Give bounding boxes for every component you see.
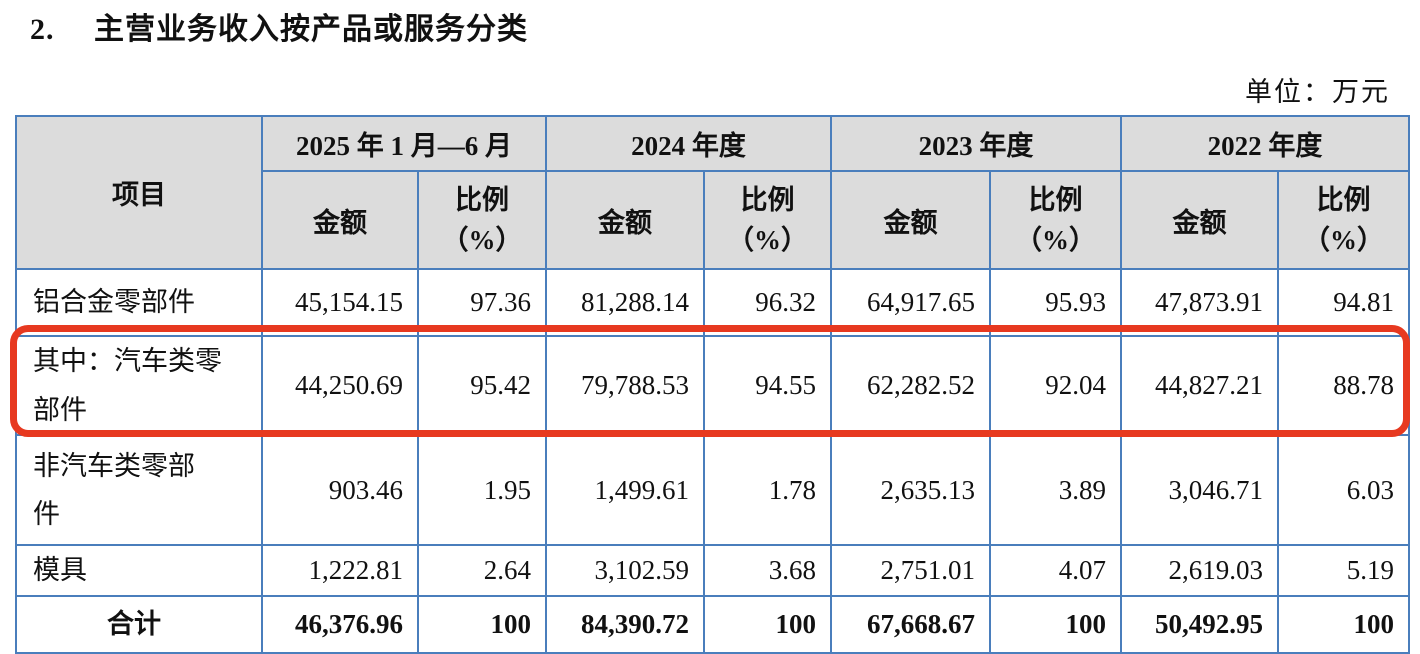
row-value: 95.93 bbox=[989, 268, 1122, 337]
row-label: 其中：汽车类零 部件 bbox=[15, 334, 263, 437]
header-row-subcolumns: 金额 比例 （%） 金额 比例 （%） 金额 比例 （%） 金额 比例 （%） bbox=[16, 170, 1410, 270]
page-title: 2. 主营业务收入按产品或服务分类 bbox=[30, 4, 528, 48]
row-value: 903.46 bbox=[261, 434, 419, 547]
row-value: 95.42 bbox=[417, 334, 547, 437]
ratio-label: 比例 bbox=[455, 184, 509, 215]
row-value: 3.68 bbox=[703, 544, 832, 597]
ratio-percent-label: （%） bbox=[1303, 225, 1384, 255]
row-value: 88.78 bbox=[1277, 334, 1410, 437]
table-body: 铝合金零部件 45,154.15 97.36 81,288.14 96.32 6… bbox=[15, 268, 1410, 654]
column-header-amount: 金额 bbox=[261, 170, 419, 270]
row-value: 6.03 bbox=[1277, 434, 1410, 547]
row-value: 44,827.21 bbox=[1120, 334, 1279, 437]
row-value: 50,492.95 bbox=[1120, 594, 1279, 654]
column-header-ratio: 比例 （%） bbox=[1277, 170, 1410, 270]
ratio-percent-label: （%） bbox=[1015, 225, 1096, 255]
row-label: 模具 bbox=[15, 544, 263, 597]
row-value: 2,619.03 bbox=[1120, 544, 1279, 597]
table-row: 铝合金零部件 45,154.15 97.36 81,288.14 96.32 6… bbox=[15, 268, 1410, 337]
column-header-ratio: 比例 （%） bbox=[989, 170, 1122, 270]
row-label: 合计 bbox=[15, 594, 263, 654]
ratio-percent-label: （%） bbox=[441, 225, 523, 255]
column-header-amount: 金额 bbox=[1120, 170, 1279, 270]
row-value: 5.19 bbox=[1277, 544, 1410, 597]
row-value: 94.81 bbox=[1277, 268, 1410, 337]
revenue-table: 项目 2025 年 1 月—6 月 2024 年度 2023 年度 2022 年… bbox=[15, 115, 1410, 654]
row-value: 3,046.71 bbox=[1120, 434, 1279, 547]
column-header-amount: 金额 bbox=[545, 170, 705, 270]
column-header-period-2025: 2025 年 1 月—6 月 bbox=[261, 115, 547, 172]
row-value: 62,282.52 bbox=[830, 334, 991, 437]
row-value: 94.55 bbox=[703, 334, 832, 437]
row-value: 3.89 bbox=[989, 434, 1122, 547]
row-value: 92.04 bbox=[989, 334, 1122, 437]
row-value: 79,788.53 bbox=[545, 334, 705, 437]
ratio-label: 比例 bbox=[740, 184, 795, 215]
section-title-text: 主营业务收入按产品或服务分类 bbox=[94, 13, 528, 46]
row-value: 1.78 bbox=[703, 434, 832, 547]
row-value: 100 bbox=[989, 594, 1122, 654]
row-value: 97.36 bbox=[417, 268, 547, 337]
table-row: 模具 1,222.81 2.64 3,102.59 3.68 2,751.01 … bbox=[15, 544, 1410, 597]
ratio-label: 比例 bbox=[1316, 184, 1371, 215]
row-value: 45,154.15 bbox=[261, 268, 419, 337]
header-row-periods: 项目 2025 年 1 月—6 月 2024 年度 2023 年度 2022 年… bbox=[15, 115, 1410, 270]
unit-label: 单位：万元 bbox=[1245, 77, 1390, 107]
row-value: 100 bbox=[1277, 594, 1410, 654]
row-value: 2.64 bbox=[417, 544, 547, 597]
row-label: 非汽车类零部 件 bbox=[15, 434, 263, 547]
row-value: 64,917.65 bbox=[830, 268, 991, 337]
row-value: 96.32 bbox=[703, 268, 832, 337]
row-value: 47,873.91 bbox=[1120, 268, 1279, 337]
row-value: 84,390.72 bbox=[545, 594, 705, 654]
column-header-period-2024: 2024 年度 bbox=[545, 115, 832, 172]
column-header-item: 项目 bbox=[15, 115, 263, 270]
section-number: 2. bbox=[30, 13, 55, 46]
row-value: 67,668.67 bbox=[830, 594, 991, 654]
row-value: 100 bbox=[417, 594, 547, 654]
row-value: 81,288.14 bbox=[545, 268, 705, 337]
column-header-period-2023: 2023 年度 bbox=[830, 115, 1122, 172]
table-row-highlighted: 其中：汽车类零 部件 44,250.69 95.42 79,788.53 94.… bbox=[15, 334, 1410, 437]
row-label: 铝合金零部件 bbox=[15, 268, 263, 337]
row-value: 1,222.81 bbox=[261, 544, 419, 597]
row-value: 2,635.13 bbox=[830, 434, 991, 547]
column-header-period-2022: 2022 年度 bbox=[1120, 115, 1410, 172]
table-row: 合计 46,376.96 100 84,390.72 100 67,668.67… bbox=[15, 594, 1410, 654]
row-value: 46,376.96 bbox=[261, 594, 419, 654]
row-value: 3,102.59 bbox=[545, 544, 705, 597]
column-header-ratio: 比例 （%） bbox=[703, 170, 832, 270]
ratio-label: 比例 bbox=[1028, 184, 1083, 215]
row-value: 1,499.61 bbox=[545, 434, 705, 547]
column-header-amount: 金额 bbox=[830, 170, 991, 270]
column-header-ratio: 比例 （%） bbox=[417, 170, 547, 270]
row-value: 44,250.69 bbox=[261, 334, 419, 437]
table-row: 非汽车类零部 件 903.46 1.95 1,499.61 1.78 2,635… bbox=[15, 434, 1410, 547]
ratio-percent-label: （%） bbox=[727, 225, 808, 255]
row-value: 2,751.01 bbox=[830, 544, 991, 597]
row-value: 1.95 bbox=[417, 434, 547, 547]
row-value: 4.07 bbox=[989, 544, 1122, 597]
row-value: 100 bbox=[703, 594, 832, 654]
